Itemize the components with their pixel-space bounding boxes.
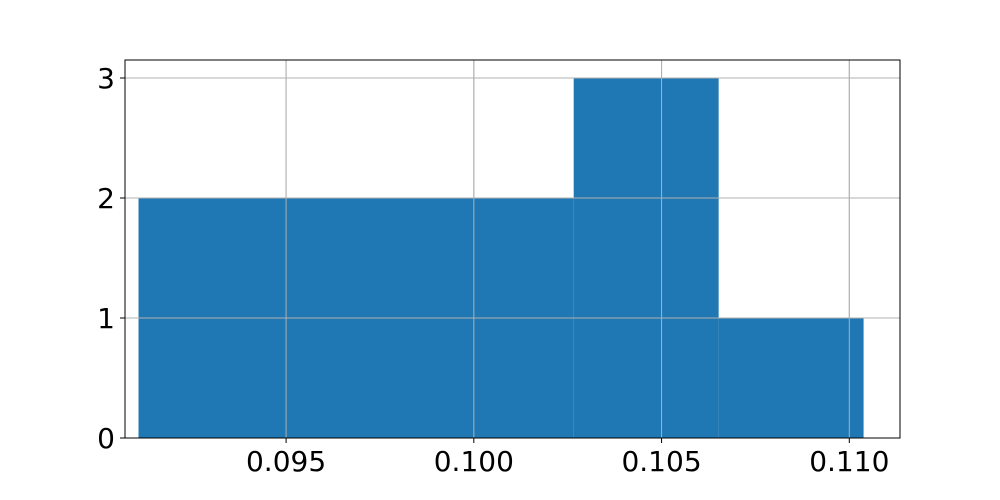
y-tick-label: 3	[97, 62, 115, 95]
bars-layer	[125, 60, 900, 439]
histogram-bar	[573, 78, 719, 438]
plot-frame	[124, 59, 901, 439]
y-tick-label: 2	[97, 182, 115, 215]
ticks-layer	[120, 77, 850, 443]
x-tick-label: 0.110	[809, 445, 889, 478]
tick-labels-layer: 0.095 0.100 0.105 0.110 0 1 2 3	[97, 62, 889, 478]
x-tick-label: 0.095	[246, 445, 326, 478]
histogram-bar	[718, 318, 864, 438]
axes-frame	[124, 59, 901, 439]
y-tick-label: 1	[97, 302, 115, 335]
x-tick-label: 0.100	[434, 445, 514, 478]
x-tick-label: 0.105	[621, 445, 701, 478]
y-tick-label: 0	[97, 422, 115, 455]
